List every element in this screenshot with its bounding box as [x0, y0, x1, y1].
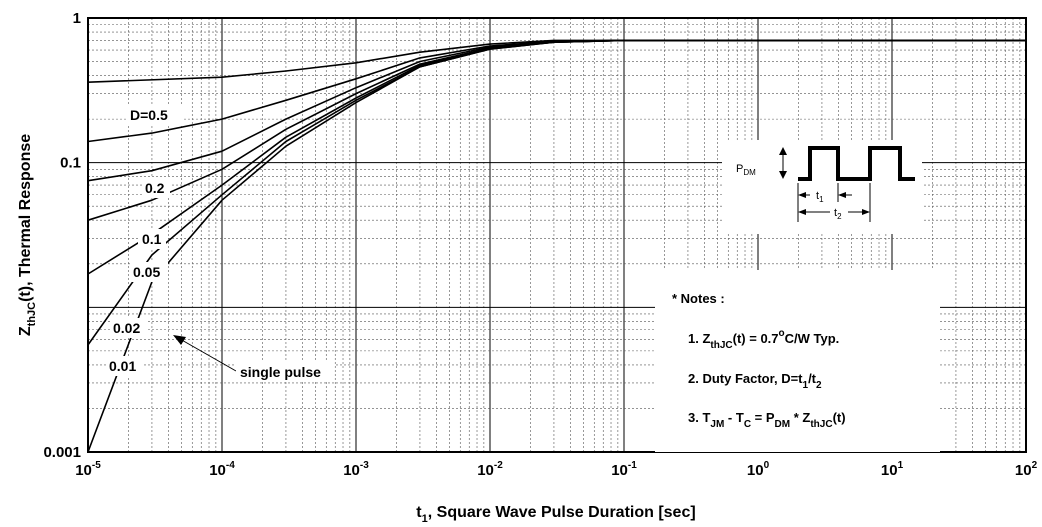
x-tick-label: 101	[881, 460, 904, 479]
note-1: 1. ZthJC(t) = 0.7oC/W Typ.	[688, 328, 839, 351]
y-tick-label: 0.1	[60, 155, 81, 172]
single-pulse-arrowhead	[173, 335, 186, 345]
inset-t2-label: t2	[834, 207, 842, 221]
y-tick-label: 1	[73, 10, 81, 27]
single-pulse-arrow-line	[179, 338, 237, 372]
note-3: 3. TJM - TC = PDM * ZthJC(t)	[688, 410, 846, 430]
notes-box: * Notes : 1. ZthJC(t) = 0.7oC/W Typ. 2. …	[655, 270, 940, 452]
series-line	[87, 39, 1026, 143]
x-tick-label: 10-4	[209, 460, 235, 479]
curve-label-d01: 0.1	[142, 231, 162, 247]
curve-label-d02: 0.2	[145, 180, 165, 196]
plot-frame	[87, 17, 1027, 453]
notes-title: * Notes :	[672, 291, 725, 306]
curves	[87, 39, 1026, 453]
y-axis-title: ZthJC(t), Thermal Response	[17, 134, 38, 336]
x-tick-label: 10-5	[75, 460, 101, 479]
curve-label-d001: 0.01	[109, 358, 136, 374]
curve-label-d05: D=0.5	[130, 107, 168, 123]
x-axis-title: t1, Square Wave Pulse Duration [sec]	[416, 504, 695, 525]
inset-t1-label: t1	[816, 190, 824, 204]
note-2: 2. Duty Factor, D=t1/t2	[688, 371, 822, 391]
curve-label-d002: 0.02	[113, 320, 140, 336]
x-tick-label: 10-3	[343, 460, 369, 479]
y-tick-label: 0.001	[43, 444, 81, 461]
x-tick-label: 10-2	[477, 460, 503, 479]
curve-label-single: single pulse	[240, 364, 321, 380]
pulse-waveform	[798, 146, 915, 181]
x-tick-label: 100	[747, 460, 770, 479]
x-tick-labels: 10-5 10-4 10-3 10-2 10-1 100 101 102	[75, 460, 1037, 479]
series-line	[87, 39, 1026, 453]
x-tick-label: 10-1	[611, 460, 637, 479]
y-tick-labels: 1 0.1 0.001	[43, 10, 81, 461]
x-tick-label: 102	[1015, 460, 1038, 479]
curve-label-d005: 0.05	[133, 264, 160, 280]
inset-pdm-label: PDM	[736, 163, 756, 177]
pulse-waveform-inset: PDM t1 t2	[722, 140, 922, 234]
